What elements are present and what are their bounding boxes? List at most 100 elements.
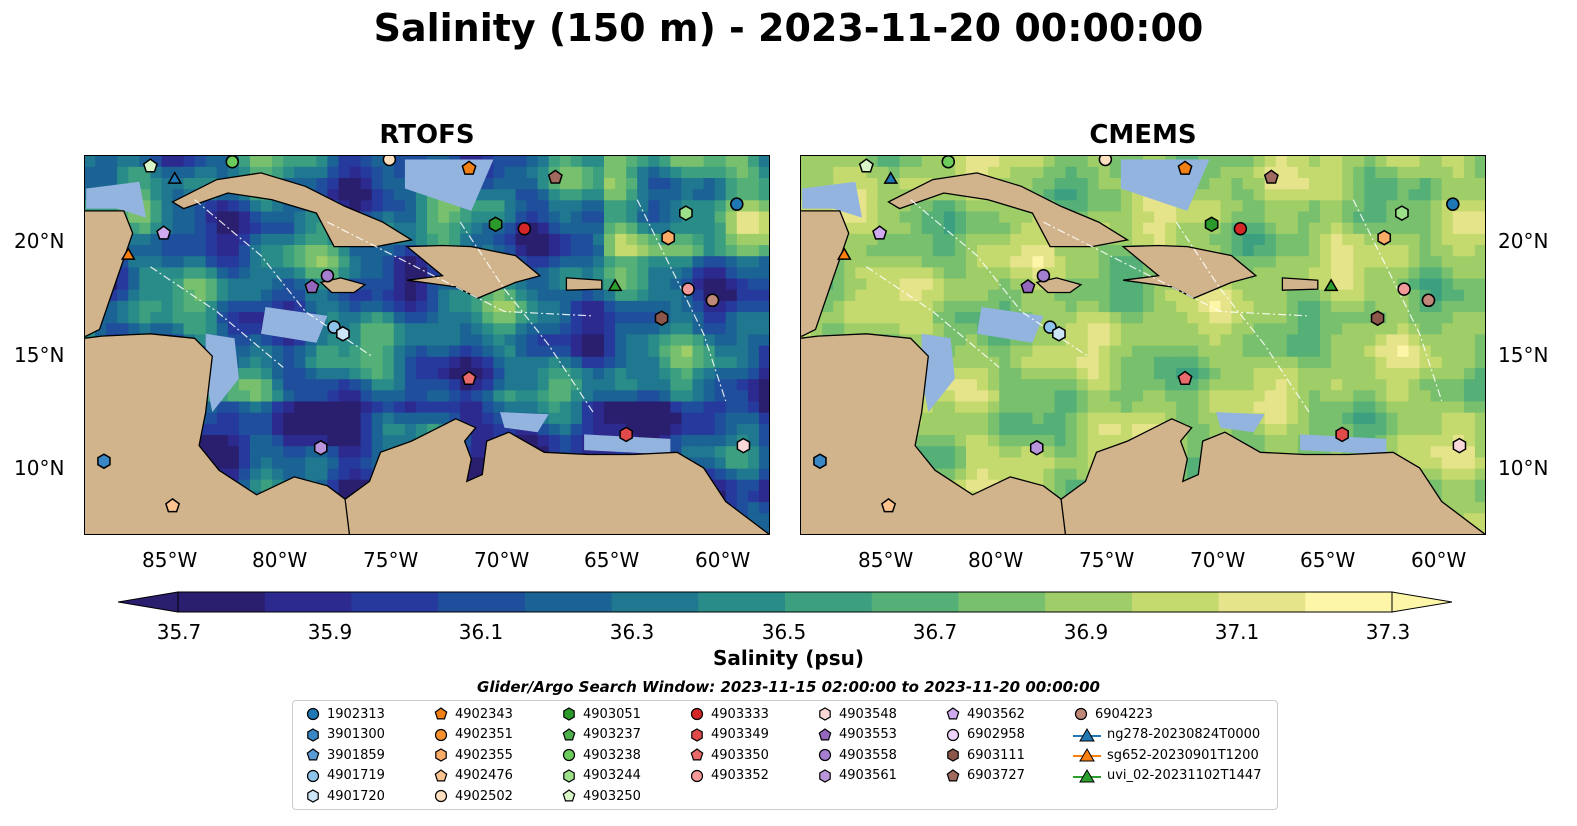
legend-item: 4902355 bbox=[433, 746, 513, 764]
colorbar-tick: 35.7 bbox=[156, 620, 202, 644]
lon-label-75w-right: 75°W bbox=[1079, 548, 1135, 572]
legend-marker-icon bbox=[819, 769, 831, 783]
obs-marker-4903562 bbox=[156, 225, 172, 240]
lon-label-85w-right: 85°W bbox=[858, 548, 914, 572]
legend-label: 4903333 bbox=[711, 706, 769, 722]
panel-title-rtofs: RTOFS bbox=[379, 120, 475, 150]
obs-marker-4902355 bbox=[661, 229, 676, 246]
panel-title-cmems: CMEMS bbox=[1089, 120, 1197, 150]
legend-marker-icon bbox=[818, 749, 832, 762]
obs-marker-4903250 bbox=[142, 158, 158, 173]
legend-marker-icon bbox=[690, 748, 704, 761]
colorbar-extend-high bbox=[1391, 591, 1452, 613]
legend-label: 4903238 bbox=[583, 747, 641, 763]
legend-label: 6903111 bbox=[967, 747, 1025, 763]
legend-label: 4902351 bbox=[455, 727, 513, 743]
legend-item: 6903727 bbox=[945, 767, 1025, 785]
legend-label: 4903250 bbox=[583, 788, 641, 804]
legend-label: 4903553 bbox=[839, 727, 897, 743]
legend-label: 6904223 bbox=[1095, 706, 1153, 722]
legend-label: 4903561 bbox=[839, 768, 897, 784]
obs-marker-4902502 bbox=[382, 155, 397, 167]
land-cuba bbox=[887, 172, 1130, 248]
legend-label: 3901859 bbox=[327, 747, 385, 763]
legend-label: 1902313 bbox=[327, 706, 385, 722]
legend-marker-icon bbox=[434, 728, 448, 741]
lon-label-65w-right: 65°W bbox=[1300, 548, 1356, 572]
legend-marker-icon bbox=[435, 748, 447, 762]
legend-item: 4902343 bbox=[433, 705, 513, 723]
eez-boundary bbox=[866, 266, 1000, 368]
legend-item: 4902476 bbox=[433, 767, 513, 785]
obs-marker-4903349 bbox=[1335, 426, 1349, 443]
legend-marker-icon bbox=[946, 728, 960, 741]
legend-marker-icon bbox=[307, 789, 319, 804]
legend-marker-icon bbox=[306, 707, 320, 721]
legend-marker-icon bbox=[1073, 727, 1101, 742]
obs-marker-4902502 bbox=[1098, 155, 1113, 167]
legend-marker-icon bbox=[306, 748, 320, 761]
legend-label: 4903352 bbox=[711, 768, 769, 784]
obs-marker-4903352 bbox=[681, 282, 695, 296]
obs-marker-4903238 bbox=[941, 155, 956, 169]
lat-label-20n-right: 20°N bbox=[1498, 229, 1549, 253]
legend-label: 4901719 bbox=[327, 768, 385, 784]
lon-label-80w-left: 80°W bbox=[252, 548, 308, 572]
colorbar-extend-low bbox=[118, 591, 179, 613]
obs-marker-4903238 bbox=[225, 155, 240, 169]
obs-marker-4903244 bbox=[1395, 205, 1409, 221]
lon-label-65w-left: 65°W bbox=[584, 548, 640, 572]
legend-label: 4903558 bbox=[839, 747, 897, 763]
legend-marker-icon bbox=[818, 727, 832, 741]
legend-marker-icon bbox=[1073, 748, 1101, 762]
shallow-shelf bbox=[584, 434, 671, 455]
legend-marker-icon bbox=[306, 769, 320, 782]
obs-marker-6903727 bbox=[547, 169, 563, 184]
legend-item: 4903548 bbox=[817, 705, 897, 723]
legend-item: 4903352 bbox=[689, 767, 769, 785]
legend-item: 3901859 bbox=[305, 746, 385, 764]
colorbar-label: Salinity (psu) bbox=[712, 646, 864, 670]
land-puertorico bbox=[1281, 277, 1319, 291]
obs-marker-4902343 bbox=[461, 160, 477, 175]
legend-item: 1902313 bbox=[305, 705, 385, 723]
obs-marker-4903333 bbox=[517, 222, 532, 236]
legend-item: 4903237 bbox=[561, 726, 641, 744]
legend-item: 4903238 bbox=[561, 746, 641, 764]
legend-marker-icon bbox=[947, 748, 959, 762]
legend-item: 4902502 bbox=[433, 787, 513, 805]
obs-marker-6904223 bbox=[705, 293, 720, 308]
legend-marker-icon bbox=[434, 790, 448, 803]
legend-marker-icon bbox=[691, 727, 703, 742]
legend-marker-icon bbox=[307, 727, 319, 742]
shallow-shelf bbox=[261, 307, 328, 343]
legend-item: 6902958 bbox=[945, 726, 1025, 744]
legend-marker-icon bbox=[563, 707, 575, 721]
land-hispaniola bbox=[405, 244, 542, 299]
land-cuba bbox=[171, 172, 414, 248]
obs-marker-4903548 bbox=[736, 437, 751, 454]
legend: 1902313 3901300 3901859 4901719 4901720 49023… bbox=[292, 700, 1278, 810]
obs-marker-4903350 bbox=[1177, 370, 1193, 385]
obs-marker-4903558 bbox=[320, 268, 335, 283]
lat-label-15n-left: 15°N bbox=[14, 343, 65, 367]
legend-label: 4903349 bbox=[711, 727, 769, 743]
obs-marker-4903561 bbox=[313, 439, 328, 456]
obs-marker-sg652-20230901T1200 bbox=[120, 247, 136, 260]
legend-marker-icon bbox=[434, 707, 448, 720]
colorbar-tick: 37.3 bbox=[1365, 620, 1411, 644]
obs-marker-6904223 bbox=[1421, 293, 1436, 308]
legend-marker-icon bbox=[562, 727, 576, 741]
obs-marker-1902313 bbox=[730, 197, 744, 211]
legend-label: 4903244 bbox=[583, 768, 641, 784]
obs-marker-4903553 bbox=[304, 278, 320, 294]
rtofs-map bbox=[84, 155, 770, 535]
obs-marker-4903350 bbox=[461, 370, 477, 385]
lat-label-15n-right: 15°N bbox=[1498, 343, 1549, 367]
shallow-shelf bbox=[802, 181, 862, 218]
legend-label: 4903051 bbox=[583, 706, 641, 722]
obs-marker-4903250 bbox=[858, 158, 874, 173]
obs-marker-sg652-20230901T1200 bbox=[836, 247, 852, 260]
obs-marker-4902476 bbox=[881, 497, 897, 513]
legend-item: 3901300 bbox=[305, 726, 385, 744]
